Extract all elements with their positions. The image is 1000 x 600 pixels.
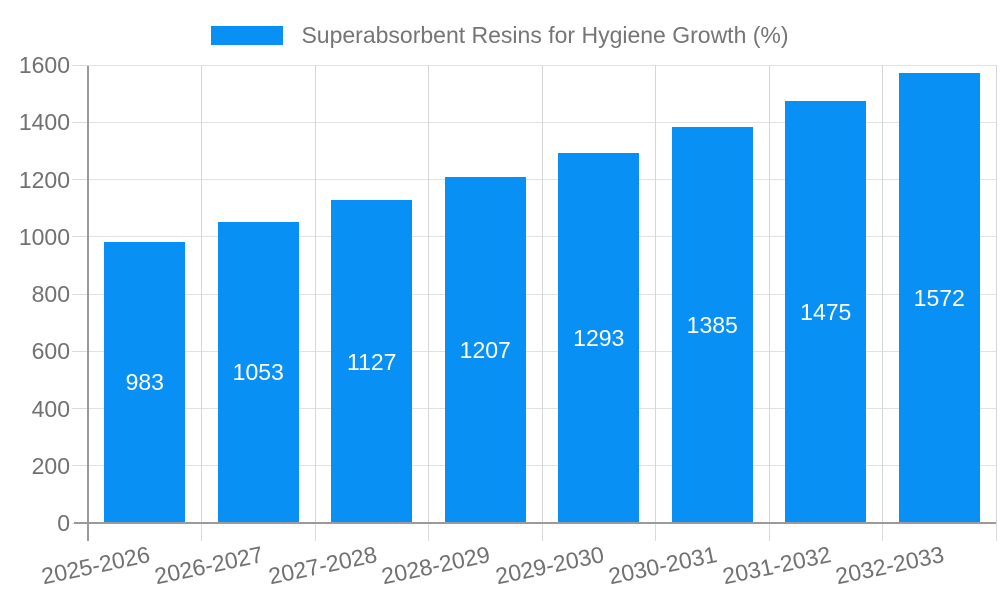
y-axis-tick	[72, 179, 88, 180]
x-axis-tick	[768, 523, 770, 541]
bar-value-label: 1475	[800, 298, 852, 325]
x-axis-tick	[428, 523, 429, 541]
y-axis-tick-label: 800	[31, 281, 70, 307]
gridline-vertical	[768, 65, 770, 523]
gridline-vertical	[541, 65, 543, 523]
bar-value-label: 983	[125, 369, 164, 396]
gridline-vertical	[995, 65, 997, 523]
y-axis-tick-label: 600	[31, 338, 70, 365]
x-axis-label: 2032-2033	[833, 541, 947, 590]
y-axis-tick-label: 1400	[18, 109, 70, 136]
y-axis-tick	[72, 293, 88, 295]
y-axis-tick	[72, 408, 88, 409]
y-axis-tick	[72, 350, 88, 352]
bar	[104, 241, 186, 522]
x-axis-tick	[314, 523, 316, 541]
y-axis-tick-label: 1200	[18, 166, 70, 193]
x-axis-label: 2031-2032	[719, 541, 833, 590]
legend-series-label: Superabsorbent Resins for Hygiene Growth…	[301, 22, 789, 48]
bar-value-label: 1127	[347, 348, 397, 375]
bar	[331, 200, 413, 522]
x-axis-label: 2030-2031	[606, 541, 720, 590]
legend: Superabsorbent Resins for Hygiene Growth…	[0, 22, 1000, 49]
bar	[785, 100, 867, 522]
bar-value-label: 1293	[573, 324, 625, 351]
gridline-vertical	[655, 65, 656, 523]
gridline-vertical	[882, 65, 883, 523]
x-axis-tick	[882, 523, 883, 541]
bar-value-label: 1207	[459, 337, 511, 364]
x-axis-label: 2027-2028	[265, 541, 379, 590]
x-axis-label: 2028-2029	[379, 541, 493, 590]
gridline-vertical	[314, 65, 316, 523]
x-axis-tick	[541, 523, 543, 541]
y-axis-tick	[72, 121, 88, 123]
bar	[558, 152, 640, 522]
gridline-vertical	[428, 65, 429, 523]
x-axis-tick	[995, 523, 997, 541]
x-axis-tick	[201, 523, 202, 541]
y-axis-line	[86, 66, 89, 541]
y-axis-tick	[72, 236, 88, 238]
bar	[217, 221, 299, 522]
x-axis-line	[74, 522, 996, 524]
y-axis-tick-label: 400	[31, 395, 70, 422]
y-axis-tick-label: 200	[31, 452, 70, 479]
legend-color-swatch	[211, 26, 284, 45]
bar-value-label: 1053	[232, 359, 284, 386]
bar	[671, 126, 753, 522]
bar	[898, 73, 980, 522]
y-axis-tick	[72, 465, 88, 467]
x-axis-label: 2029-2030	[492, 541, 606, 590]
bar	[444, 177, 526, 522]
x-axis-label: 2025-2026	[38, 541, 152, 590]
bar-value-label: 1385	[686, 311, 738, 338]
gridline-vertical	[201, 65, 202, 523]
y-axis-tick-label: 1000	[18, 223, 70, 250]
x-axis-tick	[655, 523, 656, 541]
x-axis-label: 2026-2027	[152, 541, 266, 590]
y-axis-tick-label: 1600	[18, 52, 70, 78]
y-axis-tick-label: 0	[57, 510, 70, 536]
y-axis-tick	[72, 64, 88, 66]
bar-value-label: 1572	[913, 285, 965, 311]
